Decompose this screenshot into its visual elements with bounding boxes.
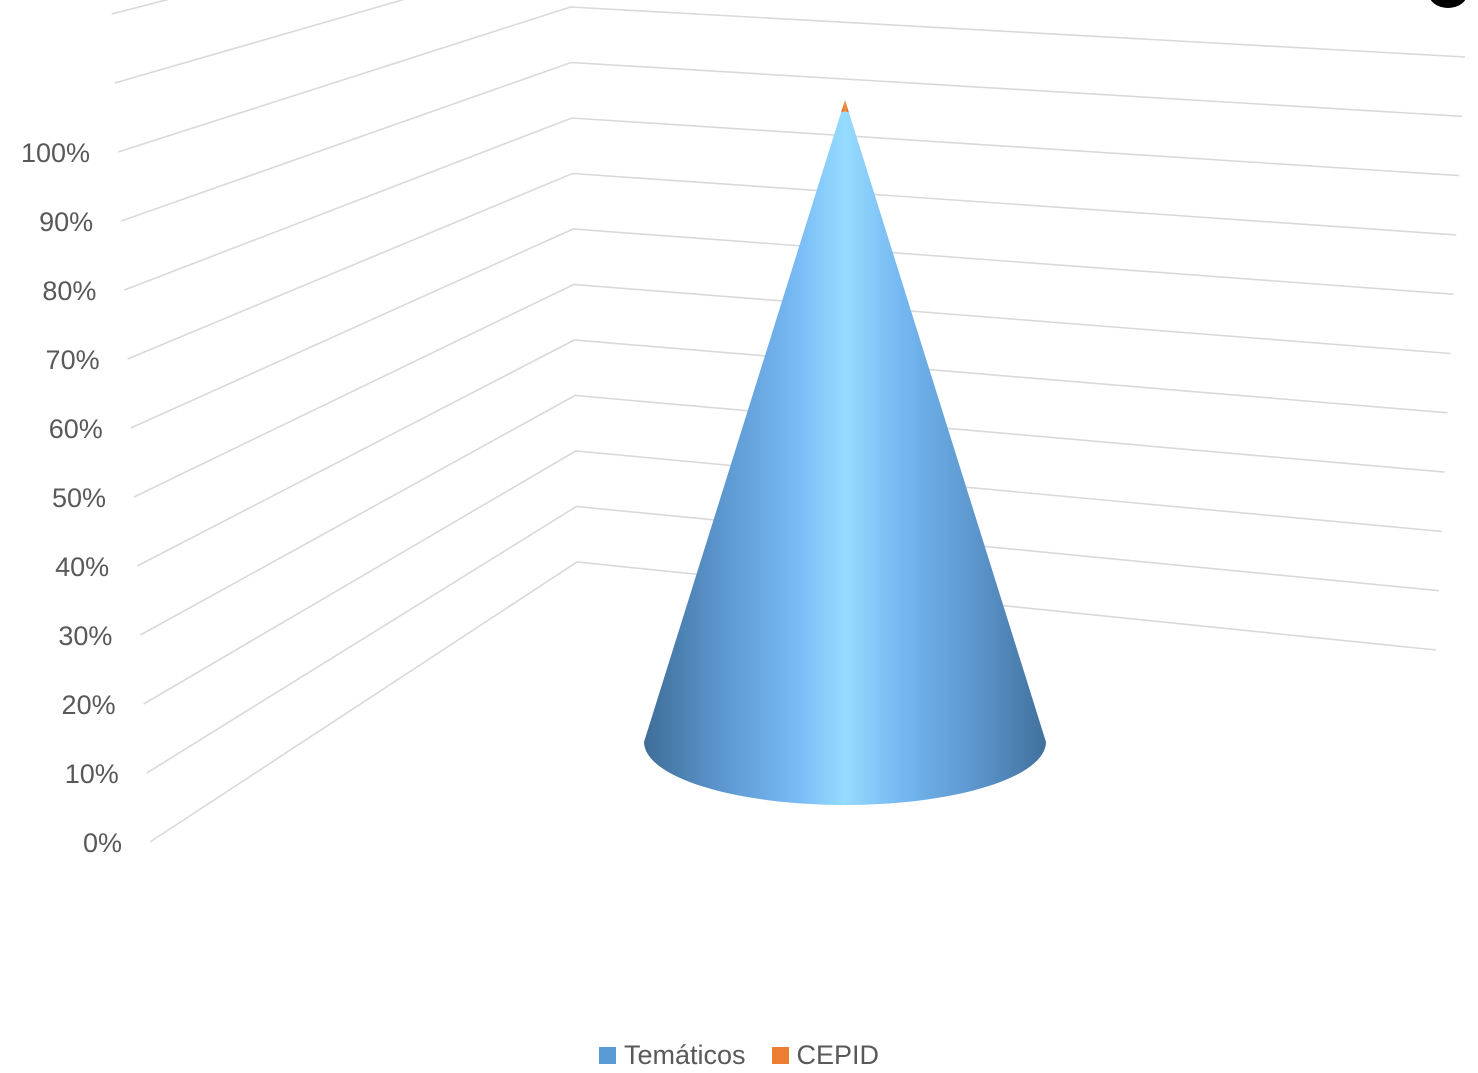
y-tick-label: 40% xyxy=(55,552,109,582)
gridline xyxy=(124,117,1460,291)
gridlines xyxy=(111,0,1466,843)
y-tick-label: 20% xyxy=(62,690,116,720)
gridline xyxy=(117,6,1466,153)
gridline xyxy=(111,0,170,15)
y-tick-label: 0% xyxy=(83,828,122,858)
gridline xyxy=(127,172,1457,360)
gridline xyxy=(149,561,1437,843)
legend-item-cepid: CEPID xyxy=(771,1040,880,1071)
y-tick-label: 60% xyxy=(49,414,103,444)
y-tick-label: 100% xyxy=(21,138,90,168)
gridline xyxy=(114,0,405,84)
y-tick-label: 30% xyxy=(58,621,112,651)
y-tick-label: 50% xyxy=(52,483,106,513)
legend-swatch-tematicos xyxy=(598,1047,616,1064)
y-tick-label: 90% xyxy=(39,207,93,237)
cone-segment-tem-ticos xyxy=(644,111,1046,805)
y-tick-label: 70% xyxy=(46,345,100,375)
y-tick-label: 80% xyxy=(42,276,96,306)
legend-label-tematicos: Temáticos xyxy=(623,1040,746,1070)
corner-mark xyxy=(1428,0,1468,8)
cone-series xyxy=(644,100,1046,805)
legend-item-tematicos: Temáticos xyxy=(598,1040,746,1071)
y-axis-ticks: 0% 10% 20% 30% 40% 50% 60% 70% 80% 90% 100% xyxy=(21,138,122,858)
legend: Temáticos CEPID xyxy=(0,1040,1478,1071)
gridline xyxy=(146,505,1439,774)
gridline xyxy=(133,283,1451,498)
y-tick-label: 10% xyxy=(65,759,119,789)
gridline xyxy=(143,450,1442,705)
legend-swatch-cepid xyxy=(771,1047,789,1064)
cone-segment-cepid xyxy=(840,100,850,113)
gridline xyxy=(130,228,1454,429)
legend-label-cepid: CEPID xyxy=(796,1040,880,1070)
gridline xyxy=(120,61,1463,222)
gridline xyxy=(136,339,1448,567)
gridline xyxy=(140,394,1445,636)
